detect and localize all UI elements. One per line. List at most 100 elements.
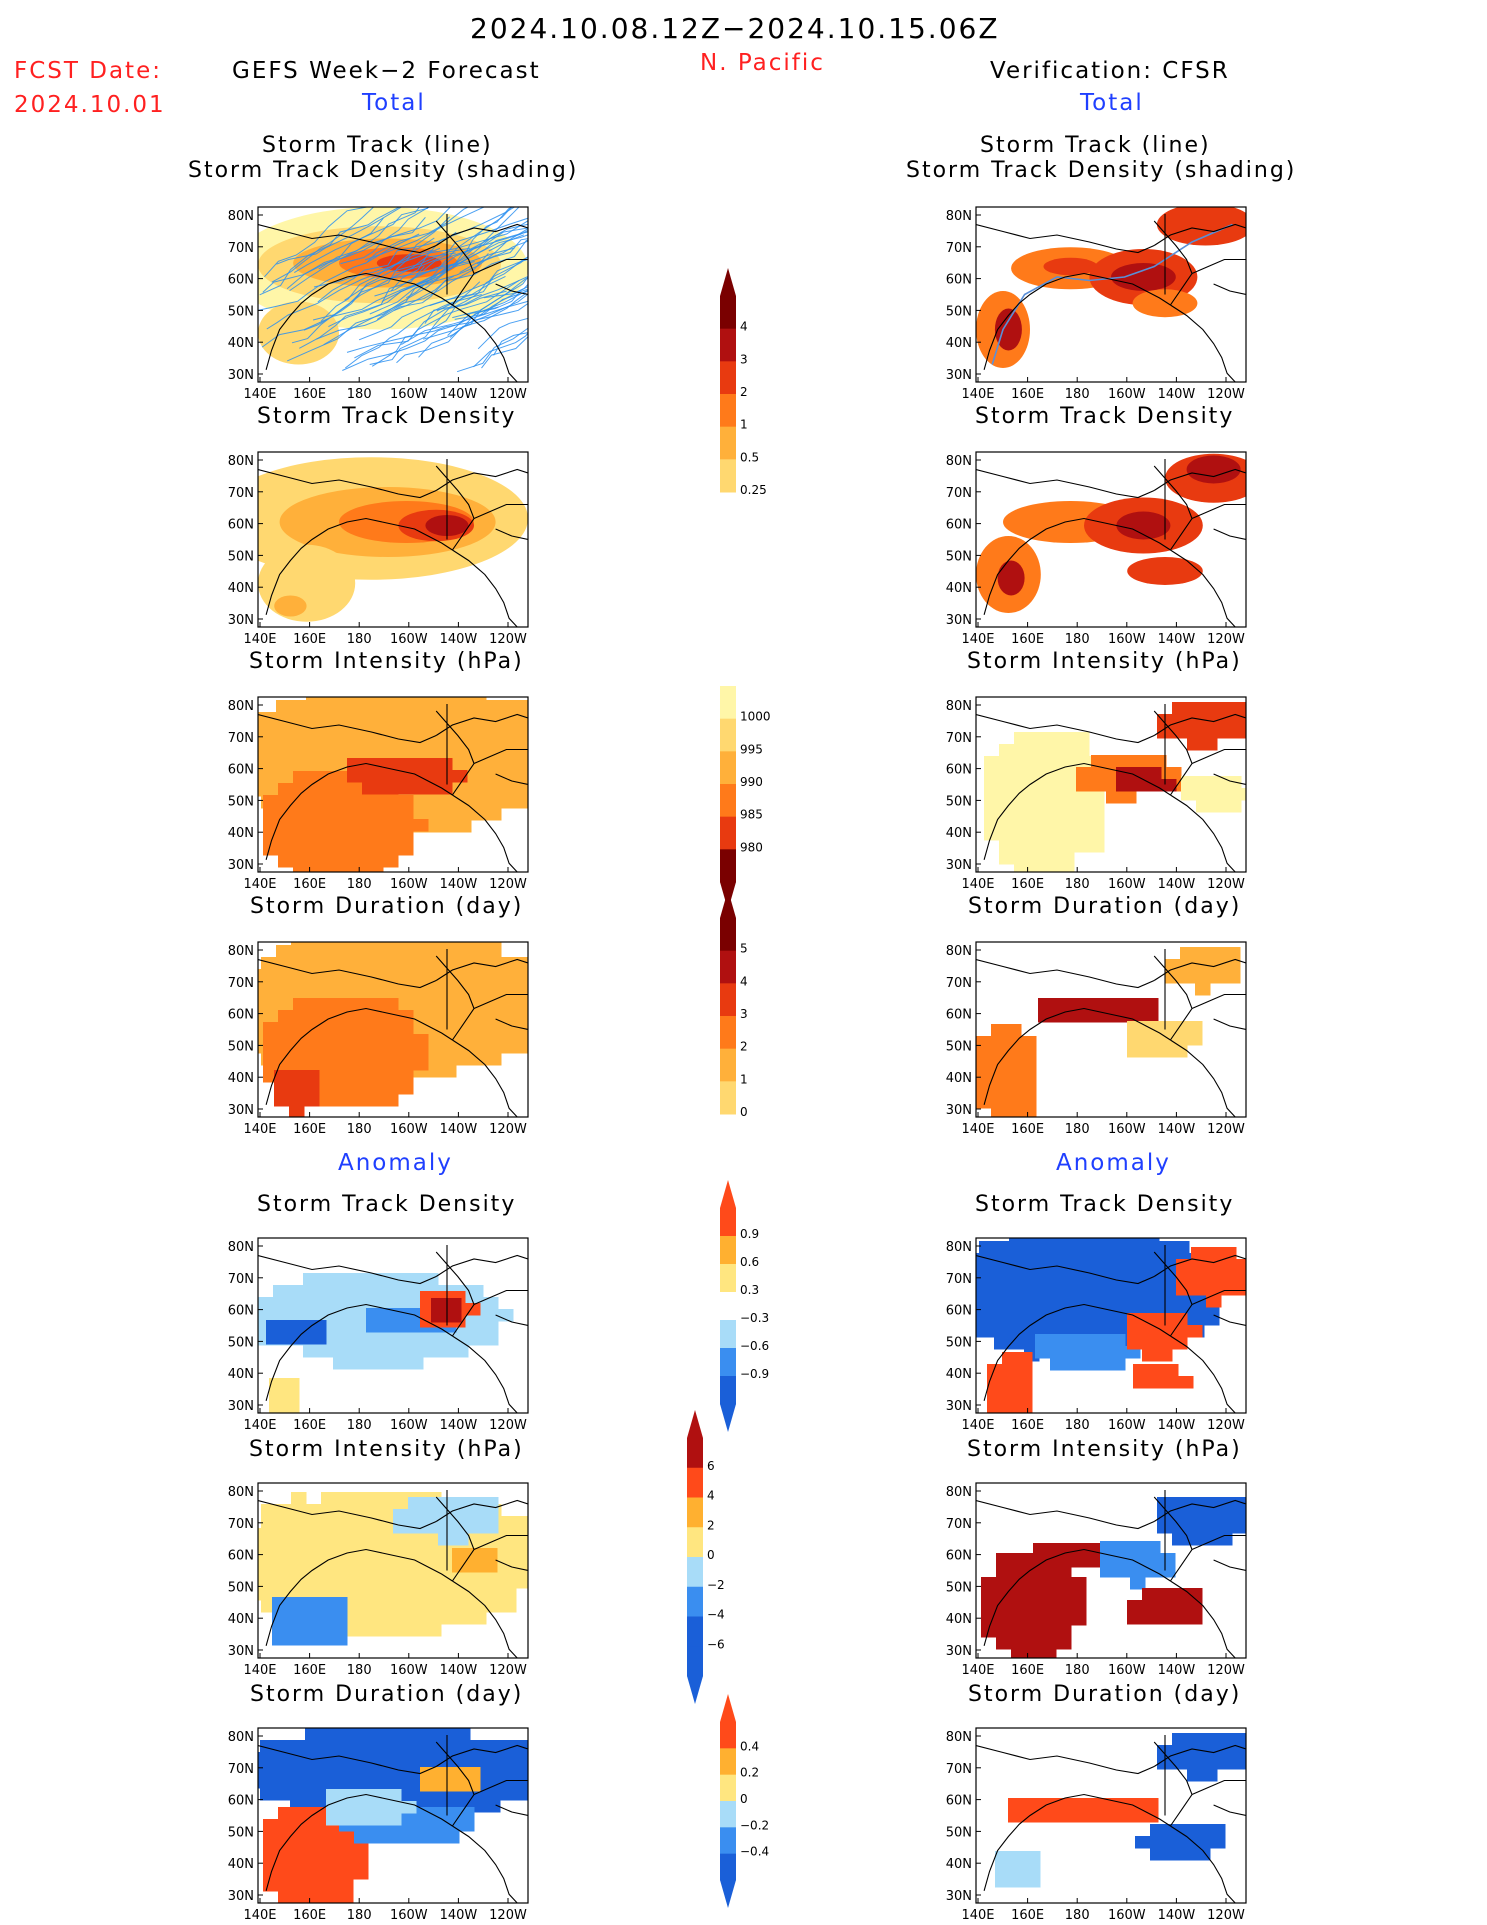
data-cell bbox=[501, 1041, 517, 1054]
data-cell bbox=[1059, 804, 1075, 817]
x-tick-label: 140W bbox=[440, 1418, 478, 1433]
map-frame bbox=[975, 206, 1247, 383]
data-cell bbox=[456, 1588, 472, 1601]
data-cell bbox=[1033, 1555, 1049, 1568]
data-cell bbox=[1026, 1613, 1042, 1626]
data-cell bbox=[353, 1867, 369, 1880]
x-tick-label: 160E bbox=[1011, 387, 1044, 402]
data-cell bbox=[348, 1357, 364, 1370]
y-tick-label: 50N bbox=[946, 549, 972, 564]
data-cell bbox=[485, 1800, 501, 1813]
data-cell bbox=[1024, 1277, 1040, 1290]
data-cell bbox=[471, 772, 487, 785]
data-cell bbox=[1054, 1313, 1070, 1326]
data-cell bbox=[368, 1046, 384, 1059]
data-cell bbox=[278, 843, 294, 856]
data-cell bbox=[991, 1036, 1007, 1049]
data-cell bbox=[1039, 1313, 1055, 1326]
data-cell bbox=[1144, 1241, 1160, 1254]
data-cell bbox=[994, 1301, 1010, 1314]
data-cell bbox=[398, 843, 414, 856]
data-cell bbox=[546, 993, 562, 1006]
colorbar-swatch bbox=[720, 816, 736, 850]
data-cell bbox=[308, 1058, 324, 1071]
x-tick-label: 140W bbox=[440, 387, 478, 402]
data-cell bbox=[531, 784, 547, 797]
coastline bbox=[1153, 1499, 1246, 1522]
data-cell bbox=[452, 1560, 468, 1573]
data-cell bbox=[323, 1046, 339, 1059]
x-tick-label: 160W bbox=[1108, 877, 1146, 892]
data-cell bbox=[381, 1492, 397, 1505]
data-cell bbox=[278, 855, 294, 868]
x-tick-label: 140W bbox=[1158, 1418, 1196, 1433]
data-cell bbox=[1114, 1313, 1130, 1326]
data-cell bbox=[353, 1082, 369, 1095]
storm-track-line bbox=[276, 207, 403, 265]
data-cell bbox=[996, 1613, 1012, 1626]
data-cell bbox=[471, 700, 487, 713]
coastline bbox=[473, 1534, 528, 1551]
data-cell bbox=[1236, 1271, 1246, 1284]
data-cell bbox=[1181, 788, 1197, 801]
data-cell bbox=[288, 1285, 304, 1298]
data-cell bbox=[258, 1752, 261, 1765]
y-tick-label: 80N bbox=[946, 209, 972, 224]
colorbar-label: 1 bbox=[740, 1072, 748, 1086]
data-cell bbox=[351, 700, 367, 713]
x-tick-label: 180 bbox=[347, 632, 372, 647]
data-cell bbox=[1006, 1024, 1022, 1037]
data-cell bbox=[1143, 1010, 1159, 1023]
data-cell bbox=[1041, 1637, 1057, 1650]
data-cell bbox=[1076, 767, 1092, 780]
data-cell bbox=[1098, 1810, 1114, 1823]
data-cell bbox=[1187, 1600, 1203, 1613]
data-cell bbox=[1142, 1588, 1158, 1601]
data-cell bbox=[1084, 1313, 1100, 1326]
data-cell bbox=[338, 1855, 354, 1868]
data-cell bbox=[438, 1521, 454, 1534]
y-tick-label: 40N bbox=[228, 1612, 254, 1627]
data-cell bbox=[1026, 1637, 1042, 1650]
data-cell bbox=[318, 1285, 334, 1298]
data-cell bbox=[456, 697, 472, 701]
data-cell bbox=[258, 1005, 262, 1018]
x-tick-label: 120W bbox=[1207, 632, 1245, 647]
data-cell bbox=[995, 1863, 1011, 1876]
data-cell bbox=[393, 1509, 409, 1522]
data-cell bbox=[531, 1017, 547, 1030]
data-cell bbox=[293, 1010, 309, 1023]
data-cell bbox=[440, 1740, 456, 1753]
data-cell bbox=[1024, 1301, 1040, 1314]
data-cell bbox=[996, 1625, 1012, 1638]
colorbar-swatch bbox=[720, 1081, 736, 1115]
data-cell bbox=[291, 724, 307, 737]
map-frame bbox=[257, 206, 529, 383]
data-cell bbox=[408, 1333, 424, 1346]
data-cell bbox=[338, 819, 354, 832]
data-cell bbox=[381, 1612, 397, 1625]
data-cell bbox=[1145, 1541, 1161, 1554]
data-cell bbox=[393, 1273, 409, 1286]
data-cell bbox=[293, 1891, 309, 1903]
coastline bbox=[1213, 1018, 1246, 1031]
data-cell bbox=[368, 795, 384, 808]
data-cell bbox=[501, 736, 517, 749]
x-tick-label: 180 bbox=[1065, 1663, 1090, 1678]
data-cell bbox=[429, 1831, 445, 1844]
x-tick-label: 160W bbox=[1108, 387, 1146, 402]
data-cell bbox=[441, 981, 457, 994]
data-cell bbox=[368, 807, 384, 820]
data-cell bbox=[1050, 1334, 1066, 1347]
data-cell bbox=[991, 1084, 1007, 1097]
data-cell bbox=[516, 796, 528, 809]
y-tick-label: 30N bbox=[946, 368, 972, 383]
data-cell bbox=[996, 1637, 1012, 1650]
left-row4-title: Storm Duration (day) bbox=[250, 894, 524, 919]
data-cell bbox=[516, 1005, 528, 1018]
storm-track-line bbox=[371, 293, 528, 367]
colorbar-swatch bbox=[720, 296, 736, 330]
data-cell bbox=[1095, 1358, 1111, 1371]
